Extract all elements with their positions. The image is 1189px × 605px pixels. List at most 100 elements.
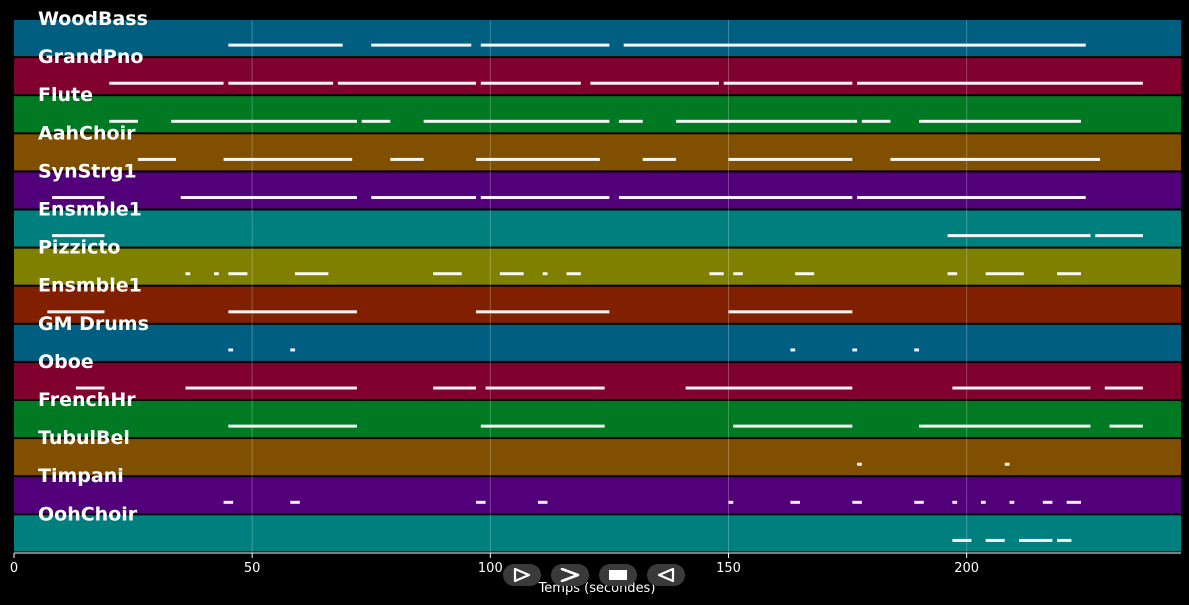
note-mark [985, 538, 1005, 542]
track-lane-6 [14, 248, 1181, 285]
note-mark [857, 196, 1086, 200]
note-mark [476, 157, 600, 161]
note-marks [47, 43, 1143, 542]
grid-lines [251, 20, 968, 554]
note-mark [618, 119, 643, 123]
note-mark [790, 500, 800, 504]
fast-forward-button[interactable] [551, 564, 589, 586]
note-mark [728, 310, 853, 314]
note-mark [228, 272, 248, 276]
rewind-icon [657, 568, 675, 582]
x-tick-label: 50 [244, 561, 261, 576]
note-mark [890, 157, 1101, 161]
note-mark [952, 386, 1091, 390]
note-mark [618, 196, 853, 200]
note-mark [1109, 424, 1143, 428]
track-lane-2 [14, 96, 1181, 133]
note-mark [952, 538, 972, 542]
fast-forward-icon [560, 568, 580, 582]
track-lane-3 [14, 134, 1181, 171]
note-mark [423, 119, 610, 123]
note-mark [228, 310, 357, 314]
note-mark [228, 348, 234, 352]
note-mark [790, 348, 796, 352]
track-label: OohChoir [38, 503, 138, 525]
note-mark [733, 272, 743, 276]
play-button[interactable] [503, 564, 541, 586]
note-mark [480, 81, 581, 85]
track-lane-12 [14, 477, 1181, 514]
note-mark [390, 157, 424, 161]
track-label: Pizzicto [38, 237, 120, 259]
track-label: AahChoir [38, 122, 136, 144]
note-mark [947, 234, 1091, 238]
note-mark [47, 310, 105, 314]
note-mark [852, 348, 858, 352]
stop-icon [609, 570, 627, 580]
playback-controls [500, 564, 690, 588]
track-label: Oboe [38, 351, 94, 373]
note-mark [919, 119, 1081, 123]
note-mark [137, 157, 176, 161]
note-mark [480, 43, 610, 47]
note-mark [214, 272, 219, 276]
note-mark [480, 424, 605, 428]
note-mark [337, 81, 477, 85]
note-mark [728, 500, 734, 504]
note-mark [171, 119, 357, 123]
note-mark [542, 272, 548, 276]
note-mark [75, 386, 105, 390]
track-label: TubulBel [38, 427, 130, 449]
note-mark [623, 43, 1086, 47]
note-mark [733, 424, 853, 428]
note-mark [914, 348, 920, 352]
note-mark [480, 196, 610, 200]
note-mark [223, 157, 353, 161]
note-mark [685, 386, 853, 390]
note-mark [723, 81, 853, 85]
track-label: GM Drums [38, 313, 149, 335]
track-lanes [14, 20, 1181, 552]
note-mark [566, 272, 581, 276]
note-mark [476, 310, 610, 314]
note-mark [1042, 500, 1053, 504]
x-tick-label: 100 [478, 561, 503, 576]
track-lane-13 [14, 515, 1181, 552]
note-mark [1066, 500, 1081, 504]
note-mark [109, 119, 138, 123]
note-mark [109, 81, 224, 85]
note-mark [185, 386, 357, 390]
track-label: FrenchHr [38, 389, 136, 411]
stop-button[interactable] [599, 564, 637, 586]
note-mark [642, 157, 677, 161]
track-lane-10 [14, 401, 1181, 438]
note-mark [228, 81, 334, 85]
note-mark [1095, 234, 1143, 238]
note-mark [52, 196, 105, 200]
note-mark [180, 196, 357, 200]
rewind-button[interactable] [647, 564, 685, 586]
x-ticks: 0 50 100 150 200 [10, 553, 979, 576]
note-mark [433, 272, 462, 276]
note-mark [709, 272, 724, 276]
note-mark [1004, 462, 1010, 466]
x-tick-label: 0 [10, 561, 18, 576]
note-mark [852, 500, 862, 504]
note-mark [223, 500, 234, 504]
track-lane-5 [14, 210, 1181, 247]
track-label: WoodBass [38, 8, 148, 30]
note-mark [1019, 538, 1053, 542]
track-lane-8 [14, 324, 1181, 361]
note-mark [857, 462, 862, 466]
note-mark [914, 500, 924, 504]
track-label: Ensmble1 [38, 275, 142, 297]
track-label: Ensmble1 [38, 199, 142, 221]
track-lane-11 [14, 439, 1181, 476]
x-tick-label: 150 [716, 561, 741, 576]
note-mark [857, 81, 1143, 85]
note-mark [985, 272, 1024, 276]
note-mark [590, 81, 719, 85]
track-label: Timpani [38, 465, 124, 487]
